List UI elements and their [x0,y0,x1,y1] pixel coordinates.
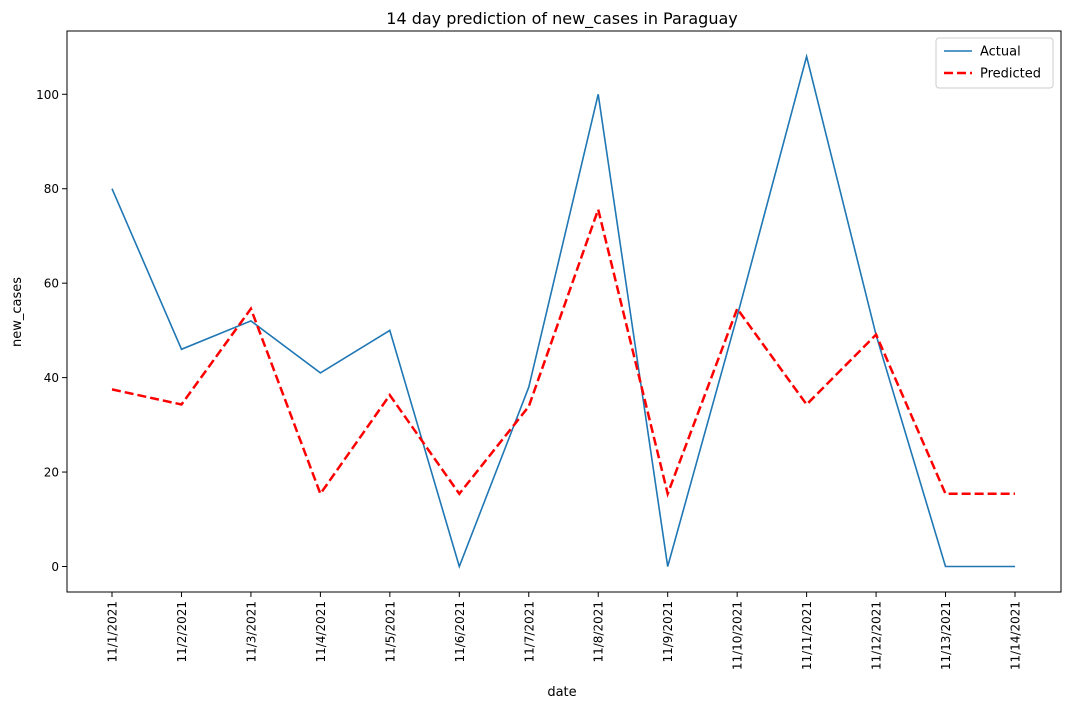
y-tick-label: 80 [44,182,59,196]
x-tick-label: 11/9/2021 [661,601,675,663]
x-tick-label: 11/13/2021 [939,601,953,670]
legend-label-actual: Actual [980,45,1021,60]
x-tick-label: 11/10/2021 [731,601,745,670]
x-tick-label: 11/3/2021 [244,601,258,663]
x-tick-label: 11/7/2021 [522,601,536,663]
series-line-actual [111,53,1015,569]
legend-label-predicted: Predicted [980,67,1041,82]
x-tick-label: 11/14/2021 [1009,601,1023,670]
y-tick-label: 100 [36,88,59,102]
x-tick-label: 11/5/2021 [383,601,397,663]
y-tick-label: 40 [44,371,59,385]
x-axis-label: date [547,685,576,700]
legend: Actual Predicted [935,37,1054,89]
y-tick-label: 0 [51,560,59,574]
plot-area [111,53,1015,569]
plot-frame [66,30,1062,593]
series-line-predicted [111,205,1015,499]
y-tick-label: 20 [44,466,59,480]
x-tick-label: 11/2/2021 [175,601,189,663]
y-axis-label: new_cases [10,277,25,347]
x-tick-label: 11/6/2021 [453,601,467,663]
y-tick-label: 60 [44,277,59,291]
y-axis: 0 20 40 60 80 100 [36,88,67,574]
x-tick-label: 11/12/2021 [870,601,884,670]
chart-title: 14 day prediction of new_cases in Paragu… [386,9,737,29]
x-tick-label: 11/1/2021 [106,601,120,663]
x-tick-label: 11/11/2021 [800,601,814,670]
x-tick-label: 11/8/2021 [592,601,606,663]
x-axis: 11/1/2021 11/2/2021 11/3/2021 11/4/2021 11/5… [106,592,1023,670]
x-tick-label: 11/4/2021 [314,601,328,663]
